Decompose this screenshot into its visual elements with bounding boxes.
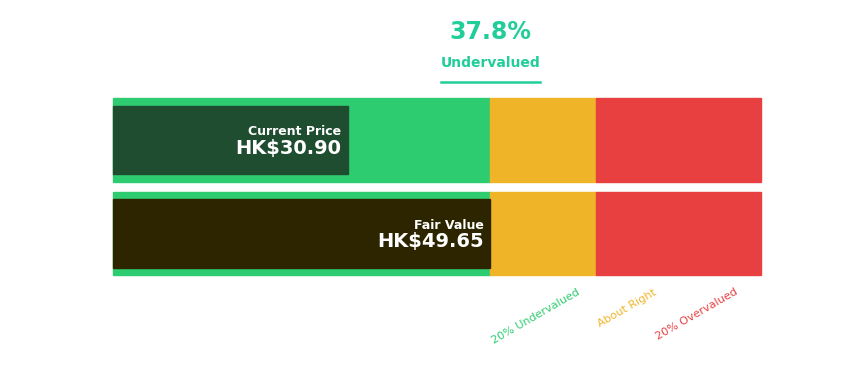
Text: Undervalued: Undervalued — [440, 57, 539, 70]
Text: 20% Overvalued: 20% Overvalued — [653, 287, 739, 342]
Text: HK$30.90: HK$30.90 — [235, 139, 341, 158]
Text: Current Price: Current Price — [248, 125, 341, 138]
Text: About Right: About Right — [596, 287, 657, 329]
Text: HK$49.65: HK$49.65 — [377, 232, 483, 251]
Bar — [113, 199, 490, 268]
Bar — [490, 98, 596, 182]
Text: 20% Undervalued: 20% Undervalued — [490, 287, 581, 345]
Text: Fair Value: Fair Value — [413, 219, 483, 232]
Text: 37.8%: 37.8% — [449, 20, 531, 44]
Bar — [490, 192, 596, 275]
Bar — [596, 98, 760, 182]
Bar — [113, 192, 490, 275]
Bar — [113, 98, 490, 182]
Bar — [113, 106, 348, 174]
Bar — [596, 192, 760, 275]
